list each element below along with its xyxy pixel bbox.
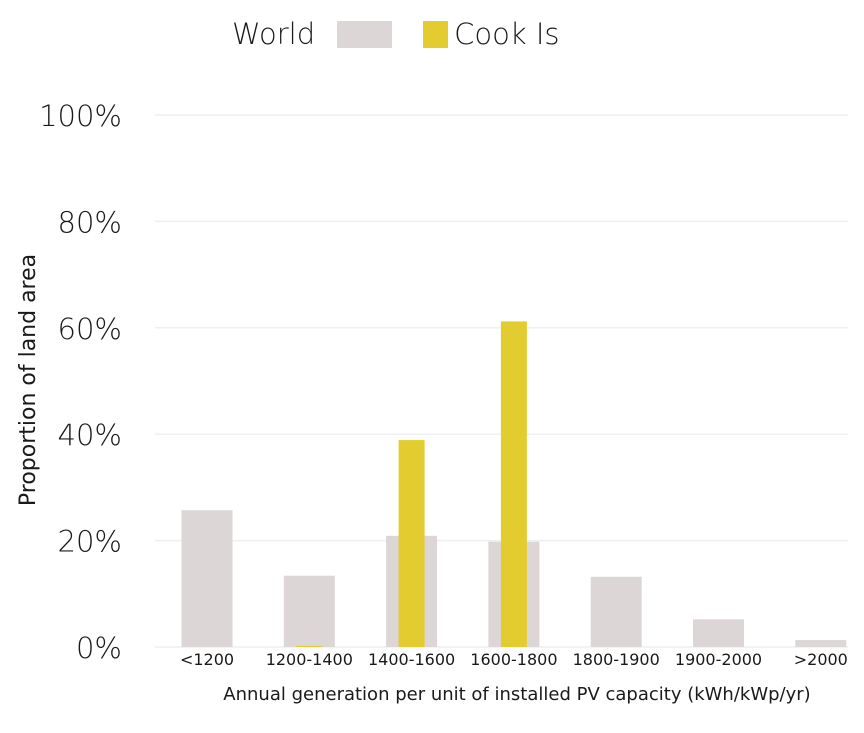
bar-world (795, 640, 847, 647)
bar-cook-is (500, 321, 527, 647)
legend-swatch-world (337, 20, 393, 48)
legend-swatch-cook-is (423, 20, 449, 48)
y-tick-label: 60% (58, 312, 122, 346)
bar-world (693, 619, 744, 647)
legend-label-cook-is: Cook Is (454, 17, 560, 51)
x-axis-ticks: <1200 1200-1400 1400-1600 1600-1800 1800-190… (180, 650, 848, 669)
legend-label-world: World (232, 17, 316, 51)
bar-world (181, 510, 233, 647)
y-tick-label: 40% (58, 418, 122, 452)
x-tick-label: 1900-2000 (675, 650, 762, 669)
y-axis-title: Proportion of land area (16, 254, 41, 506)
x-tick-label: 1800-1900 (573, 650, 660, 669)
bar-cook-is (296, 645, 323, 647)
bars (181, 321, 847, 647)
bar-world (590, 576, 642, 647)
bar-world (283, 575, 335, 647)
x-tick-label: 1200-1400 (266, 650, 353, 669)
x-tick-label: <1200 (180, 650, 234, 669)
x-tick-label: >2000 (794, 650, 848, 669)
y-tick-label: 80% (58, 205, 122, 239)
y-tick-label: 20% (58, 525, 122, 559)
y-tick-label: 100% (39, 99, 122, 133)
y-axis-ticks: 0% 20% 40% 60% 80% 100% (39, 99, 122, 665)
bar-cook-is (398, 440, 425, 647)
y-tick-label: 0% (76, 631, 122, 665)
x-axis-title: Annual generation per unit of installed … (223, 684, 810, 705)
x-tick-label: 1400-1600 (368, 650, 455, 669)
chart-legend: World Cook Is (232, 14, 560, 54)
x-tick-label: 1600-1800 (470, 650, 557, 669)
